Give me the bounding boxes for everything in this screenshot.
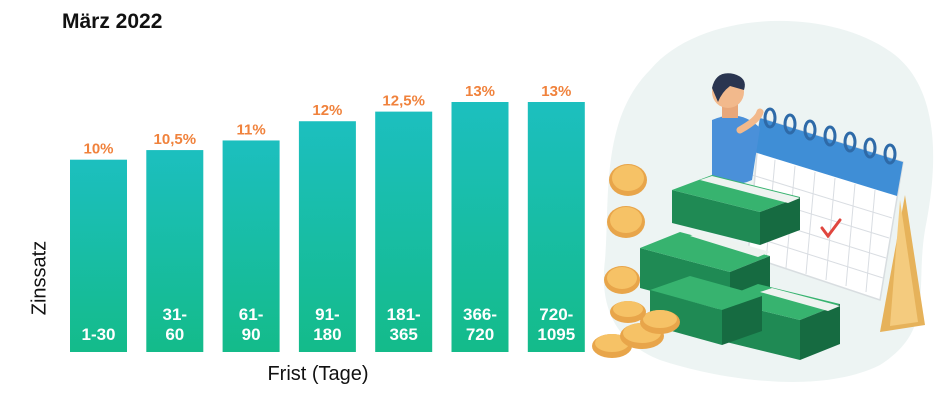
category-label: 60 <box>165 325 184 344</box>
category-label: 180 <box>313 325 341 344</box>
value-label: 13% <box>541 83 571 100</box>
category-label: 91- <box>315 305 340 324</box>
bar <box>222 140 280 352</box>
category-label: 1095 <box>537 325 575 344</box>
chart-title: März 2022 <box>62 10 163 33</box>
category-label: 90 <box>242 325 261 344</box>
category-label: 1-30 <box>81 325 115 344</box>
category-label: 31- <box>163 305 188 324</box>
money-stack-icon <box>640 175 840 360</box>
category-label: 720- <box>539 305 573 324</box>
bar <box>298 121 356 352</box>
bar <box>375 111 433 352</box>
category-label: 61- <box>239 305 264 324</box>
bar <box>146 150 204 352</box>
category-label: 720 <box>466 325 494 344</box>
value-label: 10,5% <box>154 131 197 148</box>
value-label: 13% <box>465 83 495 100</box>
value-label: 12,5% <box>382 93 425 110</box>
x-axis-label: Frist (Tage) <box>267 363 369 385</box>
value-label: 11% <box>236 121 265 138</box>
calendar-icon <box>747 107 925 332</box>
bar <box>451 102 509 352</box>
bar <box>70 159 127 352</box>
category-label: 366- <box>463 305 497 324</box>
checkmark-icon <box>820 218 842 239</box>
value-label: 10% <box>83 141 113 158</box>
category-label: 181- <box>387 305 421 324</box>
value-label: 12% <box>312 102 342 119</box>
category-label: 365 <box>390 325 418 344</box>
coin-icon <box>592 164 680 358</box>
person-icon <box>712 73 764 184</box>
bar <box>527 102 585 352</box>
